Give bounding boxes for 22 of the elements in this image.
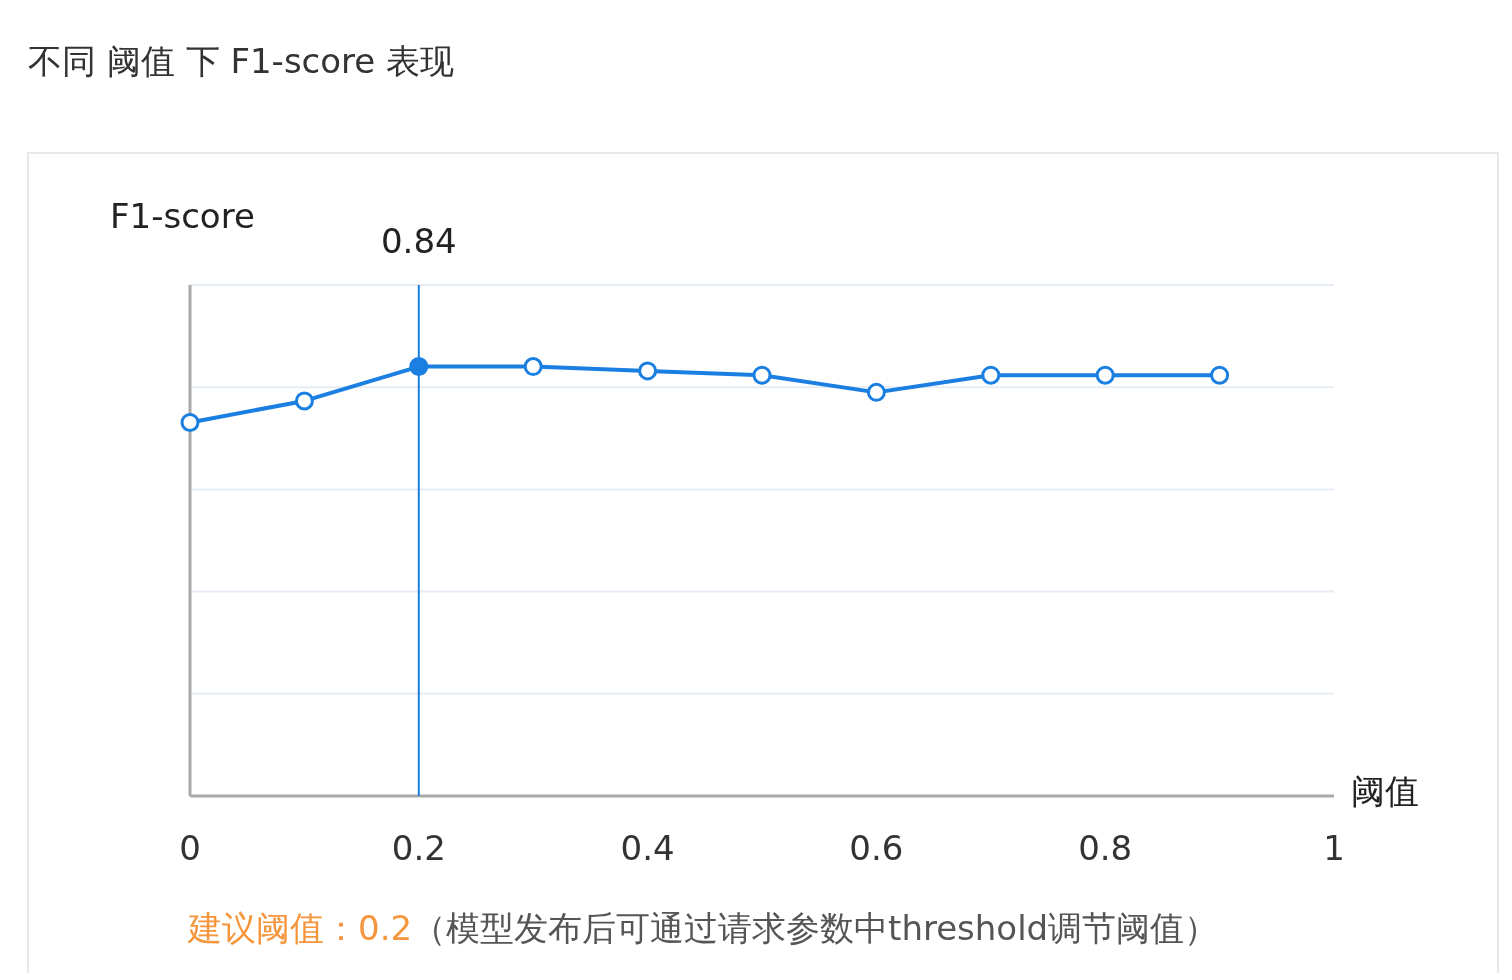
x-tick-label: 0 — [179, 828, 201, 868]
x-tick-label: 1 — [1323, 828, 1345, 868]
point — [638, 361, 658, 381]
point — [1210, 365, 1230, 385]
point — [294, 391, 314, 411]
point — [752, 365, 772, 385]
point — [1095, 365, 1115, 385]
point — [866, 382, 886, 402]
x-tick-label: 0.4 — [620, 828, 675, 868]
point — [523, 357, 543, 377]
point — [409, 357, 429, 377]
x-axis-title: 阈值 — [1351, 771, 1419, 811]
text: 建议阈值：0.2 — [187, 908, 413, 948]
point — [981, 365, 1001, 385]
chart-title: 不同 阈值 下 F1-score 表现 — [28, 41, 455, 81]
point — [180, 412, 200, 432]
text: 0.84 — [380, 221, 457, 261]
x-tick-label: 0.2 — [391, 828, 446, 868]
y-axis-title: F1-score — [110, 196, 255, 236]
x-tick-label: 0.8 — [1078, 828, 1133, 868]
text: （模型发布后可通过请求参数中threshold调节阈值） — [412, 908, 1219, 948]
x-tick-label: 0.6 — [849, 828, 904, 868]
